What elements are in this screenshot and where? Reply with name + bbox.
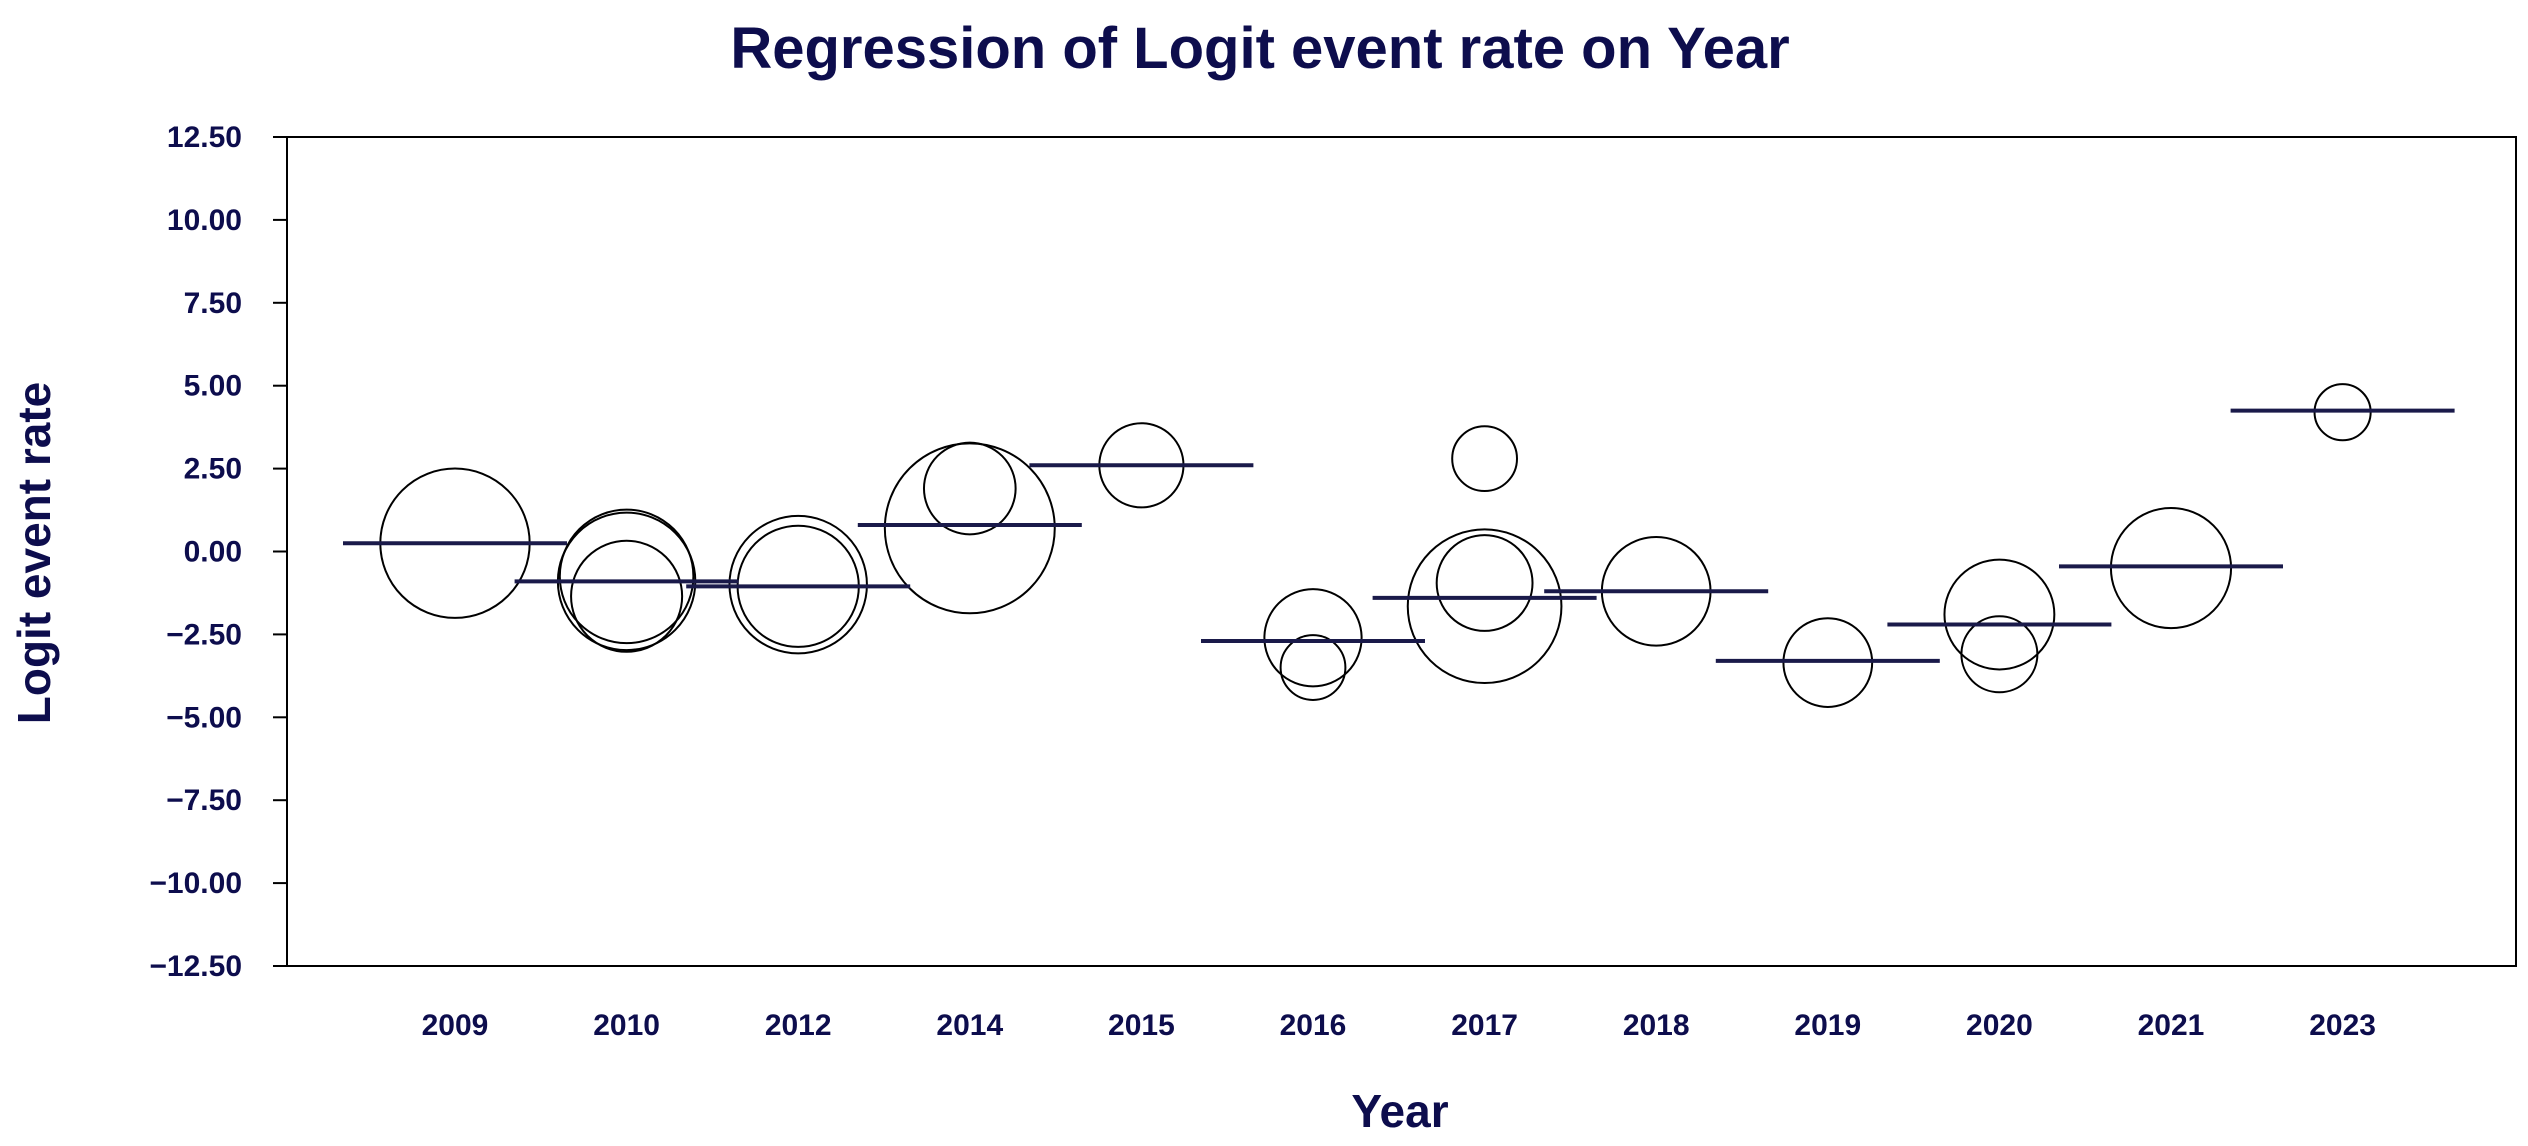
y-tick-label: −7.50 <box>166 784 242 817</box>
x-tick-label: 2014 <box>936 1009 1003 1042</box>
x-axis: 2009 2010 2012 2014 2015 2016 2017 2018 2019 2020… <box>422 1009 2376 1042</box>
y-tick-label: 10.00 <box>167 204 242 237</box>
x-tick-label: 2019 <box>1794 1009 1861 1042</box>
data-bubble <box>1960 615 2039 694</box>
x-tick-label: 2021 <box>2138 1009 2205 1042</box>
regression-segments <box>343 408 2455 663</box>
data-bubble <box>1943 558 2056 671</box>
x-tick-label: 2015 <box>1108 1009 1175 1042</box>
x-tick-label: 2023 <box>2309 1009 2376 1042</box>
y-tick-label: 0.00 <box>184 536 242 569</box>
y-tick-label: 12.50 <box>167 121 242 154</box>
y-tick-label: −12.50 <box>149 950 242 983</box>
x-tick-label: 2016 <box>1280 1009 1347 1042</box>
data-bubble <box>570 539 684 653</box>
data-bubble <box>1435 534 1534 632</box>
plot-area-frame <box>286 136 2517 967</box>
chart-title: Regression of Logit event rate on Year <box>730 16 1789 81</box>
y-tick-label: −2.50 <box>166 618 242 651</box>
x-tick-label: 2018 <box>1623 1009 1690 1042</box>
y-axis: 12.50 10.00 7.50 5.00 2.50 0.00 −2.50 −5.00 −7.5… <box>149 121 287 983</box>
y-axis-title: Logit event rate <box>8 382 60 725</box>
x-tick-label: 2010 <box>593 1009 660 1042</box>
data-bubble <box>1279 634 1347 701</box>
x-tick-label: 2017 <box>1451 1009 1518 1042</box>
y-tick-label: 7.50 <box>184 287 242 320</box>
y-tick-label: −10.00 <box>149 867 242 900</box>
data-bubble <box>1263 588 1363 688</box>
y-tick-label: 5.00 <box>184 370 242 403</box>
x-tick-label: 2020 <box>1966 1009 2033 1042</box>
x-axis-title: Year <box>1351 1085 1448 1137</box>
y-tick-label: 2.50 <box>184 453 242 486</box>
data-bubble <box>1406 528 1563 685</box>
data-bubble <box>1451 425 1518 493</box>
data-bubble <box>922 441 1017 536</box>
y-tick-label: −5.00 <box>166 701 242 734</box>
x-tick-label: 2012 <box>765 1009 832 1042</box>
data-bubble <box>558 508 695 645</box>
x-tick-label: 2009 <box>422 1009 489 1042</box>
bubbles <box>379 383 2372 708</box>
data-bubble <box>883 442 1056 615</box>
